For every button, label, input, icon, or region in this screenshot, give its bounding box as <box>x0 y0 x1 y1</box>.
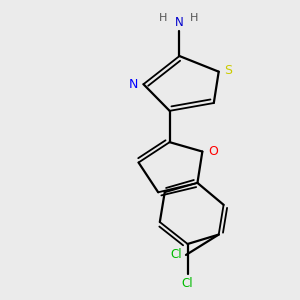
Text: Cl: Cl <box>182 277 194 290</box>
Text: Cl: Cl <box>170 248 182 261</box>
Text: H: H <box>159 14 167 23</box>
Text: N: N <box>175 16 184 29</box>
Text: N: N <box>129 78 139 91</box>
Text: H: H <box>190 14 198 23</box>
Text: S: S <box>225 64 232 76</box>
Text: O: O <box>208 145 218 158</box>
